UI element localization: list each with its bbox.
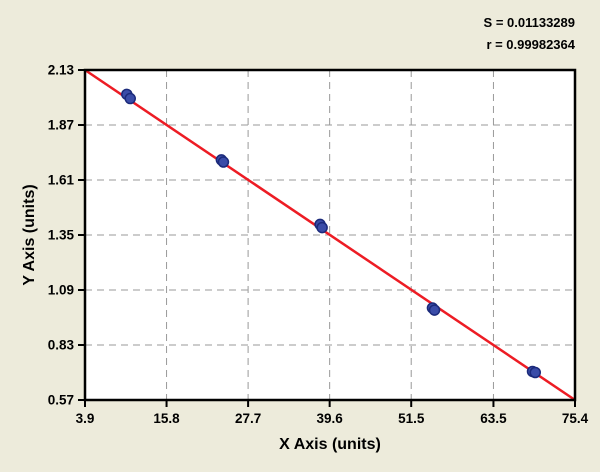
svg-text:63.5: 63.5 [480,411,507,426]
svg-text:39.6: 39.6 [317,411,344,426]
svg-text:0.83: 0.83 [48,338,75,353]
stat-r-value: r = 0.99982364 [486,37,575,52]
stat-s-value: S = 0.01133289 [483,15,575,30]
y-axis-title: Y Axis (units) [21,184,38,286]
x-axis-title: X Axis (units) [279,436,381,453]
svg-text:15.8: 15.8 [153,411,180,426]
svg-text:0.57: 0.57 [48,393,74,408]
svg-text:75.4: 75.4 [562,411,589,426]
svg-text:3.9: 3.9 [76,411,95,426]
svg-text:1.35: 1.35 [48,228,75,243]
svg-text:1.61: 1.61 [48,173,75,188]
svg-text:2.13: 2.13 [48,63,75,78]
svg-text:27.7: 27.7 [235,411,261,426]
svg-text:51.5: 51.5 [398,411,425,426]
svg-text:1.87: 1.87 [48,118,74,133]
stats-annotation: S = 0.01133289 r = 0.99982364 [484,12,575,56]
svg-text:1.09: 1.09 [48,283,74,298]
